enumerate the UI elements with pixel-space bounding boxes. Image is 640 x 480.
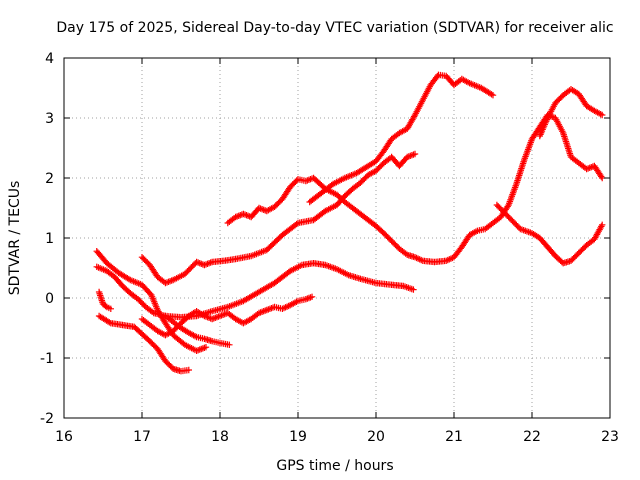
data-point — [202, 344, 210, 351]
x-tick-label: 19 — [289, 429, 307, 445]
data-point — [489, 92, 497, 99]
data-points — [93, 71, 606, 375]
x-tick-label: 17 — [133, 429, 151, 445]
series-track-10 — [138, 293, 316, 339]
series-track-2 — [93, 260, 417, 321]
series-track-4 — [138, 150, 419, 287]
y-tick-label: 0 — [45, 291, 54, 307]
x-tick-label: 16 — [55, 429, 73, 445]
x-axis-label: GPS time / hours — [276, 458, 393, 474]
y-tick-label: 4 — [45, 51, 54, 67]
x-tick-label: 21 — [445, 429, 463, 445]
y-tick-label: 2 — [45, 171, 54, 187]
data-point — [598, 173, 605, 180]
series-track-6 — [306, 71, 497, 206]
series-track-11 — [162, 312, 233, 348]
data-point — [599, 221, 606, 228]
chart-title: Day 175 of 2025, Sidereal Day-to-day VTE… — [56, 20, 613, 36]
data-point — [504, 203, 511, 210]
data-point — [107, 305, 114, 312]
data-point — [106, 319, 113, 326]
data-point — [410, 286, 417, 293]
y-tick-label: -2 — [40, 411, 54, 427]
data-point — [488, 91, 495, 98]
series-track-7 — [493, 201, 606, 267]
data-point — [293, 220, 300, 228]
data-point — [599, 111, 606, 119]
series-track-3 — [95, 312, 192, 375]
data-point — [411, 150, 419, 158]
x-tick-label: 22 — [523, 429, 541, 445]
series-track-5 — [224, 111, 606, 266]
x-tick-label: 20 — [367, 429, 385, 445]
x-tick-label: 18 — [211, 429, 229, 445]
y-tick-label: -1 — [40, 351, 54, 367]
data-point — [226, 341, 233, 348]
data-point — [434, 73, 441, 80]
data-point — [308, 293, 316, 300]
x-tick-label: 23 — [601, 429, 619, 445]
y-tick-label: 1 — [45, 231, 54, 247]
data-point — [185, 366, 192, 374]
grid-lines — [64, 58, 610, 418]
series-track-8 — [536, 86, 606, 140]
series-track-9 — [95, 288, 114, 312]
y-tick-label: 3 — [45, 111, 54, 127]
y-axis-label: SDTVAR / TECUs — [7, 181, 23, 296]
data-point — [102, 302, 109, 310]
